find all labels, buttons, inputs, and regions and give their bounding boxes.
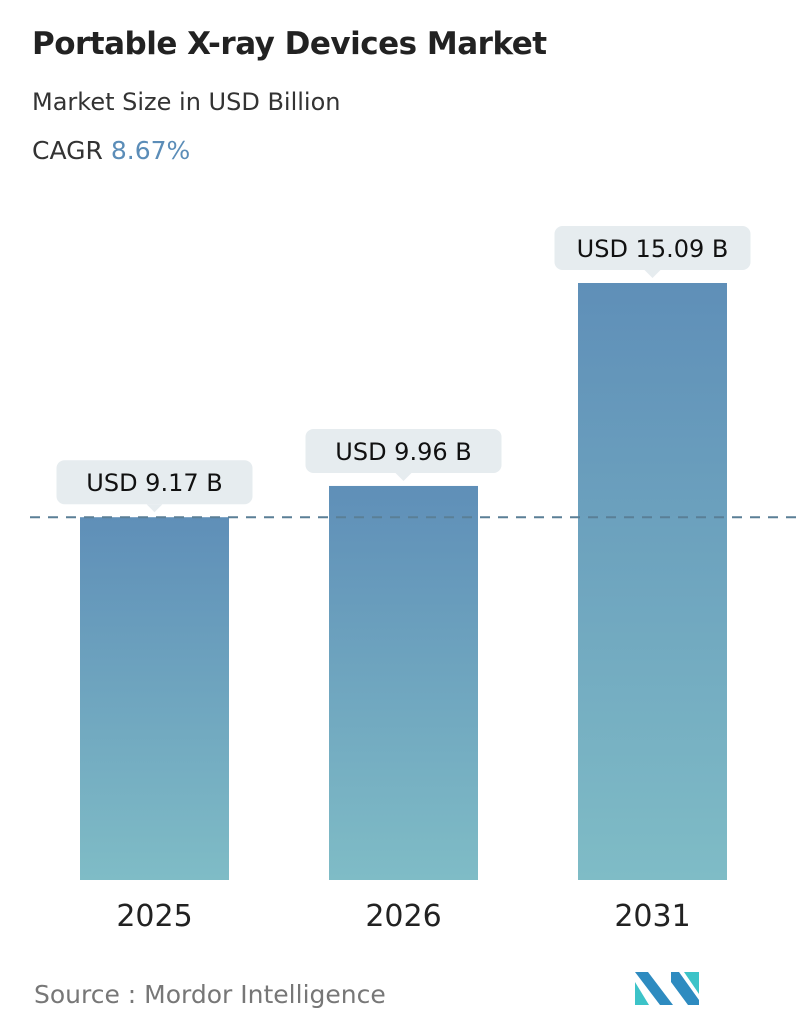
bar-2031 [578,283,727,880]
chart-title: Portable X-ray Devices Market [32,26,547,62]
data-label-bg [554,226,751,270]
data-label-text: USD 9.96 B [335,438,471,466]
data-label-bg [56,460,253,505]
data-label-text: USD 15.09 B [577,235,729,263]
data-label-text: USD 9.17 B [86,469,222,497]
cagr-label: CAGR [32,136,103,165]
cagr: CAGR 8.67% [32,136,190,165]
chart-subtitle: Market Size in USD Billion [32,88,341,116]
cagr-value: 8.67% [110,136,191,165]
data-label-bg [305,428,502,473]
data-label-pointer [146,504,163,513]
data-label-2031: USD 15.09 B [554,226,751,278]
source-note: Source : Mordor Intelligence [34,980,386,1009]
mordor-logo [635,972,699,1005]
bar-2026 [329,485,478,880]
data-label-2025: USD 9.17 B [56,460,253,513]
bar-2025 [80,517,229,880]
data-label-pointer [644,270,661,278]
x-tick-label: 2025 [116,899,192,934]
x-tick-label: 2031 [614,899,690,934]
x-tick-label: 2026 [365,899,441,934]
data-label-pointer [395,472,412,481]
data-label-2026: USD 9.96 B [305,428,502,481]
